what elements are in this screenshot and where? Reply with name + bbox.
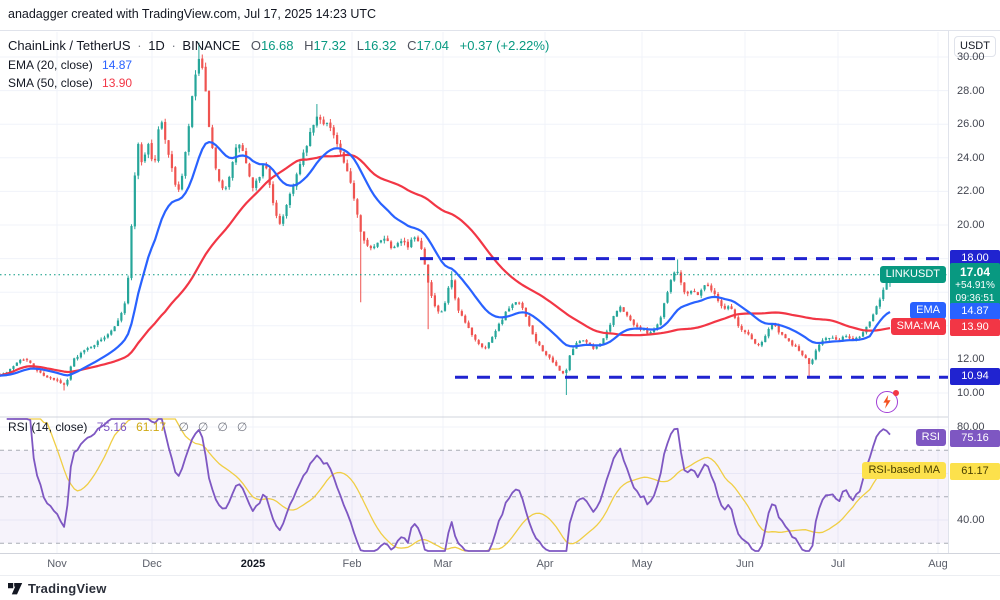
ema-name-badge: EMA bbox=[910, 302, 946, 320]
notification-dot bbox=[893, 390, 899, 396]
sma-legend-row[interactable]: SMA (50, close) 13.90 bbox=[8, 74, 549, 92]
rsi-ma-value: 61.17 bbox=[136, 420, 167, 434]
rsi-value: 75.16 bbox=[96, 420, 127, 434]
creation-note: anadagger created with TradingView.com, … bbox=[8, 7, 377, 21]
rsi-ma-name-badge: RSI-based MA bbox=[862, 461, 946, 479]
ema-value: 14.87 bbox=[102, 58, 133, 72]
ema-price-label: 14.87 bbox=[950, 303, 1000, 321]
empty-value-glyph: ∅ bbox=[197, 420, 209, 434]
change-value: +0.37 (+2.22%) bbox=[459, 38, 550, 53]
price-axis[interactable]: USDT 30.00 28.00 26.00 24.00 22.00 20.00 12.00… bbox=[948, 31, 1000, 575]
price-tick-label: 10.00 bbox=[957, 387, 985, 399]
resistance-price-label: 18.00 bbox=[950, 249, 1000, 267]
month-label: Dec bbox=[142, 558, 162, 570]
exchange-label: BINANCE bbox=[182, 38, 241, 53]
rsi-hidden-values: ∅ ∅ ∅ ∅ bbox=[169, 420, 247, 434]
footer-bar: TradingView bbox=[0, 575, 1000, 600]
rsi-name-badge: RSI bbox=[915, 429, 946, 447]
legend-separator: · bbox=[137, 38, 142, 53]
high-value: 17.32 bbox=[313, 38, 347, 53]
symbol-title[interactable]: ChainLink / TetherUS bbox=[8, 38, 131, 53]
price-tick-label: 28.00 bbox=[957, 84, 985, 97]
rsi-ma-value-label: 61.17 bbox=[950, 462, 1000, 480]
rsi-label: RSI (14, close) bbox=[8, 420, 88, 434]
interval-label[interactable]: 1D bbox=[148, 38, 165, 53]
month-label: Apr bbox=[536, 558, 554, 570]
month-label: 2025 bbox=[240, 558, 266, 570]
sma-label: SMA (50, close) bbox=[8, 76, 93, 90]
open-value: 16.68 bbox=[260, 38, 294, 53]
header-bar: anadagger created with TradingView.com, … bbox=[0, 0, 1000, 31]
month-label: Feb bbox=[342, 558, 362, 570]
low-key: L bbox=[356, 38, 364, 53]
empty-value-glyph: ∅ bbox=[178, 420, 189, 434]
high-key: H bbox=[304, 38, 314, 53]
low-value: 16.32 bbox=[363, 38, 397, 53]
rsi-value-label: 75.16 bbox=[950, 430, 1000, 448]
close-value: 17.04 bbox=[416, 38, 450, 53]
month-label: Jun bbox=[736, 558, 754, 570]
last-price-label: 17.04 +54.91% 09:36:51 bbox=[950, 262, 1000, 307]
brand-text: TradingView bbox=[28, 581, 107, 596]
session-change-percent: +54.91% bbox=[955, 279, 995, 291]
month-label: May bbox=[631, 558, 653, 570]
month-label: Mar bbox=[433, 558, 453, 570]
price-tick-label: 12.00 bbox=[957, 353, 985, 366]
empty-value-glyph: ∅ bbox=[236, 420, 248, 434]
time-axis[interactable]: Nov Dec 2025 Feb Mar Apr May Jun Jul Aug bbox=[0, 553, 1000, 575]
open-key: O bbox=[250, 38, 261, 53]
month-label: Jul bbox=[830, 558, 846, 570]
lightning-icon bbox=[883, 395, 891, 409]
ema-legend-row[interactable]: EMA (20, close) 14.87 bbox=[8, 56, 549, 74]
sma-price-label: 13.90 bbox=[950, 319, 1000, 337]
rsi-tick-label: 40.00 bbox=[957, 514, 985, 526]
ema-label: EMA (20, close) bbox=[8, 58, 93, 72]
rsi-legend-row[interactable]: RSI (14, close) 75.16 61.17 ∅ ∅ ∅ ∅ bbox=[8, 420, 247, 434]
price-tick-label: 26.00 bbox=[957, 118, 985, 131]
rsi-tick-label: 80.00 bbox=[957, 421, 985, 433]
bar-close-countdown: 09:36:51 bbox=[955, 292, 995, 304]
tradingview-attribution[interactable]: TradingView bbox=[8, 581, 107, 596]
tradingview-logo-icon bbox=[8, 583, 23, 595]
last-price-value: 17.04 bbox=[959, 264, 991, 279]
price-tick-label: 30.00 bbox=[957, 51, 985, 63]
legend-separator: · bbox=[171, 38, 176, 53]
price-tick-label: 24.00 bbox=[957, 151, 985, 164]
flash-actions-button[interactable] bbox=[876, 390, 899, 413]
sma-value: 13.90 bbox=[102, 76, 133, 90]
close-key: C bbox=[407, 38, 417, 53]
main-legend: ChainLink / TetherUS · 1D · BINANCE O16.… bbox=[8, 37, 549, 92]
sma-name-badge: SMA:MA bbox=[890, 318, 946, 336]
support-price-label: 10.94 bbox=[950, 368, 1000, 386]
month-label: Nov bbox=[47, 558, 67, 570]
symbol-name-badge: LINKUSDT bbox=[879, 265, 946, 283]
symbol-legend-row[interactable]: ChainLink / TetherUS · 1D · BINANCE O16.… bbox=[8, 37, 549, 55]
price-tick-label: 22.00 bbox=[957, 185, 985, 198]
month-label: Aug bbox=[928, 558, 948, 570]
currency-toggle-button[interactable]: USDT bbox=[954, 36, 996, 57]
empty-value-glyph: ∅ bbox=[217, 420, 228, 434]
price-tick-label: 20.00 bbox=[957, 219, 985, 231]
